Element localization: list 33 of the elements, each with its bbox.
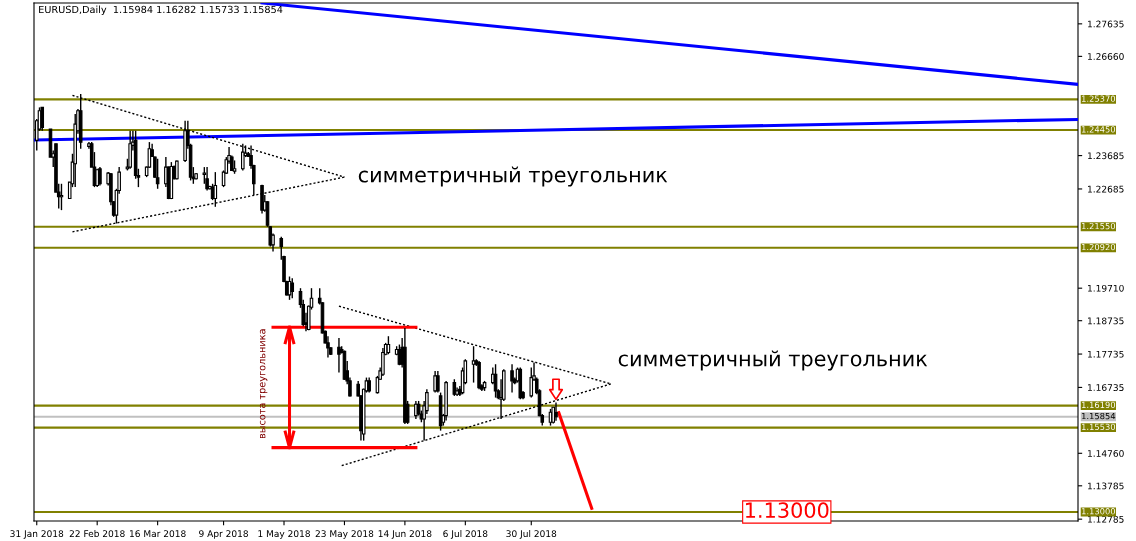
ref-line-label: 1.20920 (1082, 243, 1116, 251)
ref-line-label: 1.21550 (1082, 222, 1116, 230)
x-tick-label: 30 Jul 2018 (506, 530, 557, 539)
y-tick-label: 1.23685 (1088, 152, 1124, 160)
x-tick-label: 14 Jun 2018 (378, 530, 432, 539)
chart-title: EURUSD,Daily 1.15984 1.16282 1.15733 1.15854 (39, 5, 283, 15)
ref-line-label: 1.15854 (1082, 412, 1116, 420)
y-tick-label: 1.26660 (1088, 53, 1124, 60)
y-tick-label: 1.14760 (1088, 450, 1124, 457)
y-tick-label: 1.19710 (1088, 284, 1124, 292)
ref-line-label: 1.15530 (1082, 423, 1116, 431)
x-tick-label: 9 Apr 2018 (199, 530, 248, 539)
y-tick-label: 1.12785 (1088, 515, 1124, 523)
annotation: симметричный треугольник (618, 350, 928, 371)
x-tick-label: 23 May 2018 (315, 530, 374, 539)
y-tick-label: 1.18735 (1088, 317, 1124, 325)
x-tick-label: 31 Jan 2018 (10, 530, 64, 539)
y-tick-label: 1.17735 (1088, 350, 1124, 358)
ref-line-label: 1.24450 (1082, 126, 1116, 133)
ref-line-label: 1.16190 (1082, 401, 1116, 409)
x-tick-label: 22 Feb 2018 (69, 530, 125, 538)
x-tick-label: 6 Jul 2018 (443, 530, 488, 539)
annotation: симметричный треугольник (358, 166, 668, 187)
annotation: 1.13000 (745, 502, 829, 519)
y-tick-label: 1.22685 (1088, 185, 1124, 193)
x-tick-label: 16 Mar 2018 (130, 530, 186, 538)
ref-line-label: 1.25370 (1082, 95, 1116, 102)
y-tick-label: 1.27635 (1088, 20, 1124, 28)
y-tick-label: 1.16735 (1088, 384, 1124, 391)
x-tick-label: 1 May 2018 (258, 530, 310, 539)
annotation: высота треугольника (259, 329, 268, 439)
y-tick-label: 1.13785 (1088, 482, 1124, 490)
ref-line-label: 1.13000 (1082, 508, 1116, 515)
